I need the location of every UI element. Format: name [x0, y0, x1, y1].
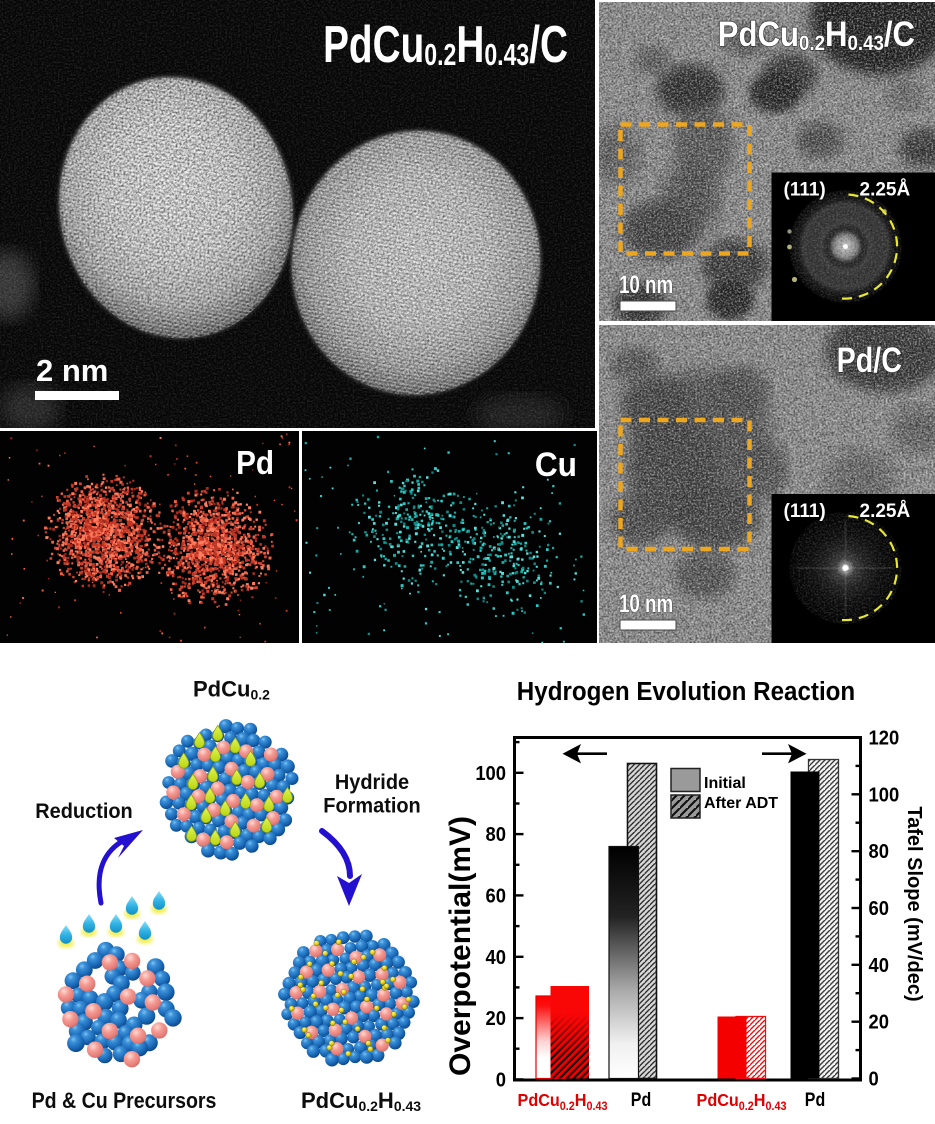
svg-text:2.25Å: 2.25Å — [860, 180, 911, 201]
svg-text:Reduction: Reduction — [35, 800, 132, 824]
svg-text:PdCu0.2H0.43: PdCu0.2H0.43 — [697, 1090, 787, 1113]
svg-text:80: 80 — [486, 824, 506, 846]
svg-text:0: 0 — [496, 1070, 506, 1092]
svg-text:Hydrogen Evolution Reaction: Hydrogen Evolution Reaction — [517, 677, 855, 706]
svg-text:Pd: Pd — [236, 445, 274, 482]
svg-text:Pd & Cu Precursors: Pd & Cu Precursors — [32, 1089, 217, 1113]
svg-text:(111): (111) — [784, 180, 826, 201]
svg-text:Pd: Pd — [805, 1089, 825, 1111]
svg-text:100: 100 — [869, 785, 900, 807]
svg-text:Formation: Formation — [323, 794, 420, 818]
svg-text:120: 120 — [869, 728, 900, 750]
svg-text:10 nm: 10 nm — [619, 270, 673, 298]
svg-text:20: 20 — [486, 1008, 506, 1030]
svg-text:Cu: Cu — [535, 445, 577, 483]
svg-text:Tafel Slope (mV/dec): Tafel Slope (mV/dec) — [903, 806, 925, 1001]
svg-text:60: 60 — [869, 898, 889, 920]
svg-text:80: 80 — [869, 842, 889, 864]
svg-text:2 nm: 2 nm — [36, 353, 108, 388]
svg-text:10 nm: 10 nm — [619, 589, 673, 617]
svg-text:60: 60 — [486, 886, 506, 908]
svg-text:40: 40 — [486, 947, 506, 969]
svg-text:Pd/C: Pd/C — [837, 340, 902, 379]
svg-text:Pd: Pd — [631, 1089, 651, 1111]
svg-text:After ADT: After ADT — [704, 795, 778, 812]
svg-text:40: 40 — [869, 955, 889, 977]
svg-text:Hydride: Hydride — [335, 771, 409, 795]
svg-text:Overpotential(mV): Overpotential(mV) — [444, 816, 477, 1076]
svg-text:100: 100 — [475, 763, 506, 785]
svg-text:20: 20 — [869, 1012, 889, 1034]
svg-text:Initial: Initial — [704, 775, 746, 792]
svg-text:PdCu0.2H0.43: PdCu0.2H0.43 — [518, 1090, 608, 1113]
svg-text:0: 0 — [869, 1069, 879, 1091]
svg-text:2.25Å: 2.25Å — [860, 501, 911, 522]
svg-text:(111): (111) — [784, 501, 826, 522]
